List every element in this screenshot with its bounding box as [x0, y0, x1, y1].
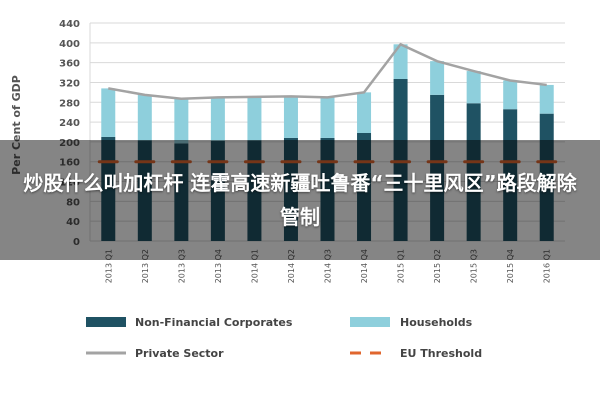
y-tick-label-400: 400 [59, 39, 80, 50]
bar-non-financial-12 [539, 113, 554, 241]
y-tick-label-40: 40 [66, 217, 80, 228]
headline-overlay: 炒股什么叫加杠杆 连霍高速新疆吐鲁番“三十里风区”路段解除管制 [0, 140, 600, 260]
x-tick-label-6: 2014 Q3 [324, 249, 333, 283]
legend-label-households: Households [400, 316, 473, 329]
bar-non-financial-2 [174, 143, 189, 241]
bar-households-9 [430, 61, 445, 95]
bar-non-financial-1 [137, 140, 152, 241]
legend-swatch-households [350, 317, 390, 327]
legend-item-households: Households [350, 316, 473, 329]
y-tick-label-200: 200 [59, 138, 80, 149]
bar-households-6 [320, 97, 335, 138]
bar-non-financial-11 [503, 109, 518, 241]
y-tick-label-320: 320 [59, 78, 80, 89]
bar-households-7 [357, 92, 372, 133]
legend-item-eu-threshold: EU Threshold [350, 347, 482, 360]
bar-non-financial-10 [466, 103, 481, 241]
y-axis: 0 40 80 120 160 200 240 280 320 360 400 440 [59, 19, 91, 248]
bar-non-financial-7 [357, 132, 372, 241]
legend-item-non-financial: Non-Financial Corporates [86, 316, 293, 329]
bar-non-financial-5 [283, 137, 298, 241]
x-tick-label-1: 2013 Q2 [141, 249, 150, 283]
bar-households-3 [210, 97, 225, 141]
legend-swatch-non-financial [86, 317, 126, 327]
bar-households-5 [283, 96, 298, 138]
x-tick-label-5: 2014 Q2 [287, 249, 296, 283]
line-private-sector [108, 42, 547, 101]
bar-households-0 [101, 88, 116, 137]
bar-households-12 [539, 84, 554, 114]
y-tick-label-240: 240 [59, 118, 80, 129]
x-tick-label-2: 2013 Q3 [177, 249, 186, 283]
x-tick-label-8: 2015 Q1 [397, 249, 406, 283]
x-tick-label-10: 2015 Q3 [470, 249, 479, 283]
bar-households-1 [137, 94, 152, 141]
legend-label-non-financial: Non-Financial Corporates [135, 316, 293, 329]
x-tick-label-7: 2014 Q4 [360, 249, 369, 283]
legend-label-eu-threshold: EU Threshold [400, 347, 482, 360]
x-tick-label-11: 2015 Q4 [506, 249, 515, 283]
legend-label-private-sector: Private Sector [135, 347, 224, 360]
bar-non-financial-6 [320, 137, 335, 241]
y-tick-label-360: 360 [59, 59, 80, 70]
y-tick-label-280: 280 [59, 98, 80, 109]
y-tick-label-160: 160 [59, 158, 80, 169]
bar-households-8 [393, 44, 408, 79]
y-tick-label-440: 440 [59, 19, 80, 30]
x-tick-label-12: 2016 Q1 [543, 249, 552, 283]
legend-item-private-sector: Private Sector [86, 347, 224, 360]
y-tick-label-0: 0 [73, 237, 80, 248]
x-tick-label-4: 2014 Q1 [250, 249, 259, 283]
y-tick-label-120: 120 [59, 178, 80, 189]
bar-non-financial-4 [247, 140, 262, 241]
bar-households-4 [247, 96, 262, 141]
y-axis-label: Per Cent of GDP [10, 75, 23, 175]
x-tick-label-0: 2013 Q1 [104, 249, 113, 283]
lines [97, 42, 558, 164]
x-tick-label-9: 2015 Q2 [433, 249, 442, 283]
headline-text: 炒股什么叫加杠杆 连霍高速新疆吐鲁番“三十里风区”路段解除管制 [23, 171, 577, 229]
bar-non-financial-9 [430, 94, 445, 241]
bar-households-10 [466, 71, 481, 104]
x-axis: 2013 Q1 2013 Q2 2013 Q3 2013 Q4 2014 Q1 2014 … [104, 249, 551, 283]
y-tick-label-80: 80 [66, 197, 80, 208]
bar-households-11 [503, 80, 518, 110]
x-tick-label-3: 2013 Q4 [214, 249, 223, 283]
legend: Non-Financial Corporates Households Priv… [86, 316, 482, 360]
bar-non-financial-3 [210, 140, 225, 241]
bar-non-financial-8 [393, 78, 408, 242]
bar-households-2 [174, 98, 189, 144]
